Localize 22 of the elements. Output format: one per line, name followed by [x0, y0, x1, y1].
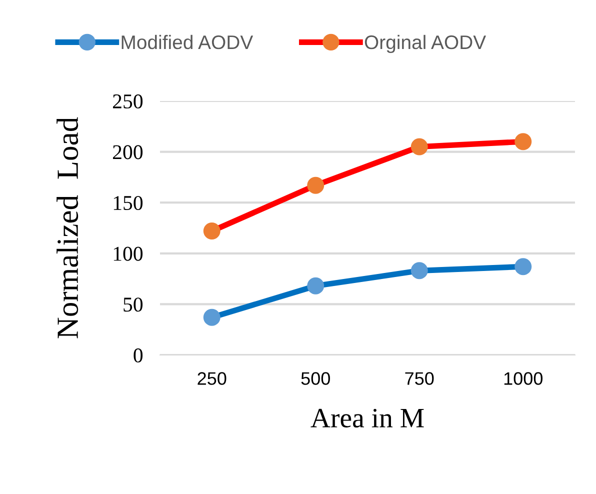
x-tick-label: 500 [301, 372, 330, 385]
y-tick-label: 100 [114, 246, 143, 261]
point [307, 277, 324, 294]
y-tick-label: 0 [134, 348, 143, 362]
legend-label: Modified AODV [122, 34, 254, 50]
y-tick-label: 250 [113, 94, 143, 108]
y-axis-title: Normalized Load [56, 117, 78, 338]
y-tick-label: 200 [113, 145, 143, 160]
point [514, 258, 532, 276]
y-tick-label: 50 [124, 298, 143, 312]
x-tick-label: 250 [198, 372, 226, 385]
y-tick-label: 150 [114, 196, 143, 210]
legend-label: Orginal AODV [364, 34, 486, 54]
x-tick-label: 1000 [504, 372, 543, 385]
point [514, 133, 532, 150]
x-tick-label: 750 [405, 372, 434, 385]
x-axis-title: Area in M [310, 408, 424, 428]
point [410, 138, 428, 156]
point [203, 222, 220, 240]
point [410, 262, 428, 280]
point [307, 176, 324, 194]
point [203, 308, 220, 326]
